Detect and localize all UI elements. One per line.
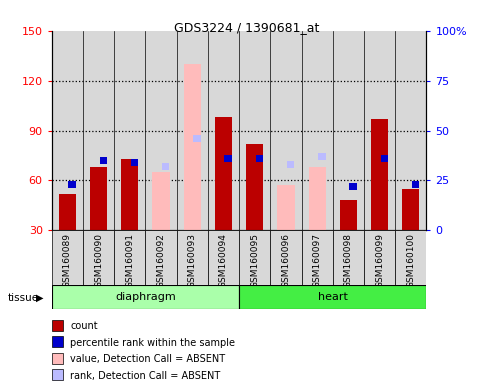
Text: tissue: tissue (7, 293, 38, 303)
Text: GSM160099: GSM160099 (375, 233, 384, 288)
Bar (162, 163, 170, 170)
Bar (131, 159, 138, 166)
Text: GSM160089: GSM160089 (63, 233, 72, 288)
Bar (395, 230, 426, 286)
Text: GSM160096: GSM160096 (282, 233, 290, 288)
Text: GSM160093: GSM160093 (188, 233, 197, 288)
Bar (364, 230, 395, 286)
Text: GSM160092: GSM160092 (157, 233, 166, 288)
Bar (278, 185, 294, 230)
Bar (52, 230, 83, 286)
Bar (193, 135, 201, 142)
Bar (176, 31, 208, 230)
Bar (52, 336, 63, 347)
Bar (364, 31, 395, 230)
Text: GSM160091: GSM160091 (125, 233, 134, 288)
Bar (340, 200, 357, 230)
Bar (59, 194, 76, 230)
Bar (52, 320, 63, 331)
Bar (395, 31, 426, 230)
Bar (302, 31, 333, 230)
Bar (224, 155, 232, 162)
Bar (239, 31, 270, 230)
Text: GDS3224 / 1390681_at: GDS3224 / 1390681_at (174, 21, 319, 34)
Text: GSM160100: GSM160100 (406, 233, 415, 288)
Bar (114, 31, 145, 230)
Bar (215, 117, 232, 230)
Bar (145, 31, 176, 230)
Bar (246, 144, 263, 230)
Bar (287, 161, 294, 168)
Text: rank, Detection Call = ABSENT: rank, Detection Call = ABSENT (70, 371, 220, 381)
Bar (52, 31, 83, 230)
Text: count: count (70, 321, 98, 331)
Bar (302, 230, 333, 286)
Bar (114, 230, 145, 286)
Bar (83, 31, 114, 230)
Bar (350, 183, 357, 190)
Bar (52, 353, 63, 364)
Text: GSM160090: GSM160090 (94, 233, 103, 288)
Bar (208, 230, 239, 286)
Bar (333, 31, 364, 230)
Bar (121, 159, 139, 230)
Bar (90, 167, 107, 230)
Bar (333, 230, 364, 286)
Bar (100, 157, 107, 164)
Bar (145, 230, 176, 286)
Bar (256, 155, 263, 162)
Bar (270, 230, 302, 286)
Bar (152, 172, 170, 230)
Text: GSM160097: GSM160097 (313, 233, 321, 288)
Bar (83, 230, 114, 286)
Text: diaphragm: diaphragm (115, 292, 176, 302)
Bar (184, 64, 201, 230)
Bar (318, 153, 325, 160)
Bar (270, 31, 302, 230)
Text: heart: heart (318, 292, 348, 302)
Bar (371, 119, 388, 230)
Bar (208, 31, 239, 230)
Text: GSM160094: GSM160094 (219, 233, 228, 288)
Bar (52, 369, 63, 380)
Bar (69, 181, 76, 188)
Bar (381, 155, 388, 162)
Text: percentile rank within the sample: percentile rank within the sample (70, 338, 235, 348)
Bar (309, 167, 326, 230)
Bar (402, 189, 420, 230)
Bar (412, 181, 419, 188)
Text: GSM160098: GSM160098 (344, 233, 353, 288)
Text: ▶: ▶ (36, 293, 43, 303)
Text: GSM160095: GSM160095 (250, 233, 259, 288)
Text: value, Detection Call = ABSENT: value, Detection Call = ABSENT (70, 354, 225, 364)
Bar (52, 285, 239, 309)
Bar (239, 230, 270, 286)
Bar (176, 230, 208, 286)
Bar (239, 285, 426, 309)
